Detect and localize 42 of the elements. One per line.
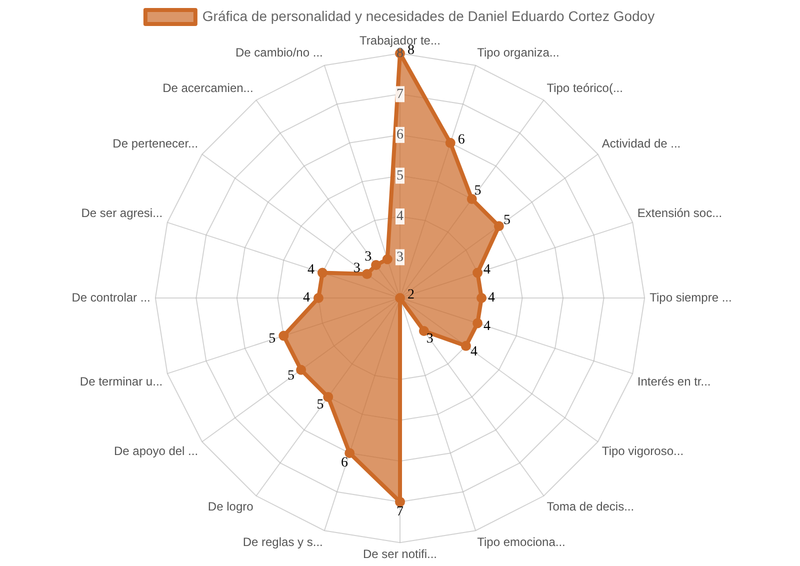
spoke-label: De terminar u...: [80, 374, 163, 389]
data-label: 5: [504, 212, 511, 228]
spoke-label: Toma de decis...: [546, 499, 634, 514]
spoke-label: De logro: [208, 499, 254, 514]
data-label: 4: [470, 344, 478, 360]
data-label: 3: [364, 250, 372, 265]
spoke-label: Actividad de ...: [602, 136, 681, 150]
spoke-label: Extensión soc...: [637, 206, 722, 220]
spoke-label: Tipo teórico(...: [546, 81, 623, 96]
data-label: 4: [484, 318, 491, 334]
spoke-label: Tipo siempre ...: [650, 290, 732, 304]
spoke-label: De apoyo del ...: [114, 444, 198, 458]
spoke-label: Tipo organiza...: [477, 46, 560, 60]
spoke-label: Tipo emociona...: [477, 534, 566, 549]
spoke-label: De ser agresi...: [81, 206, 163, 220]
y-tick-label: 5: [396, 168, 404, 184]
data-label: 4: [488, 290, 496, 306]
legend-label: Gráfica de personalidad y necesidades de Daniel Eduardo Cortez Godoy: [202, 8, 655, 24]
data-label: 5: [316, 398, 324, 413]
data-label: 4: [307, 262, 314, 278]
spoke-label: Interés en tr...: [637, 374, 711, 389]
data-label: 5: [268, 332, 276, 347]
spoke-label: De reglas y s...: [242, 534, 323, 549]
spoke-label: De controlar ...: [72, 290, 150, 304]
data-label: 4: [484, 262, 491, 278]
spoke-label: De cambio/no ...: [235, 46, 323, 60]
data-label: 5: [287, 368, 294, 384]
spoke-label: De ser notifi...: [362, 547, 438, 562]
y-tick-label: 7: [396, 86, 404, 102]
data-label: 5: [474, 184, 482, 199]
data-label: 6: [341, 455, 348, 470]
y-tick-label: 8: [396, 46, 404, 62]
spoke-label: De acercamien...: [162, 81, 254, 96]
spoke-label: Tipo vigoroso...: [602, 444, 684, 458]
data-label: 3: [426, 332, 434, 347]
y-tick-label: 6: [396, 128, 404, 143]
y-tick-label: 4: [396, 209, 404, 224]
data-label: 6: [458, 132, 465, 148]
spoke-label: De pertenecer...: [112, 136, 198, 150]
y-tick-label: 3: [396, 250, 404, 265]
data-label: 4: [302, 290, 310, 306]
data-label: 2: [408, 288, 414, 303]
